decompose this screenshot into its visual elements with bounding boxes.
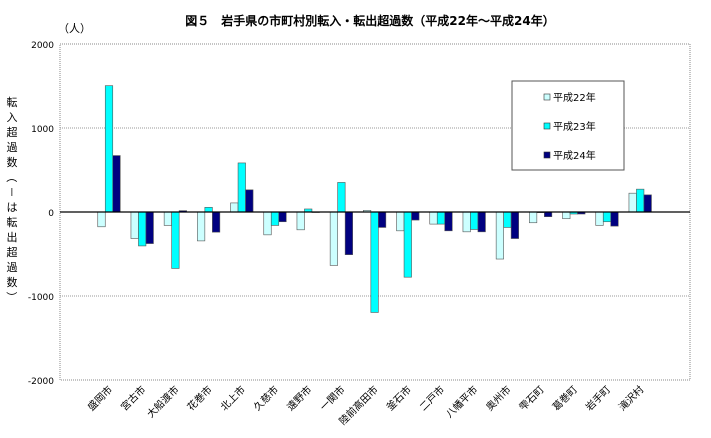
- bar-平成23年: [370, 211, 379, 313]
- x-tick-label: 宮古市: [118, 383, 148, 413]
- bar-平成22年: [429, 211, 438, 225]
- bar-平成24年: [643, 194, 652, 213]
- bar-平成23年: [470, 211, 479, 230]
- bar-平成22年: [562, 211, 571, 220]
- legend-label: 平成23年: [553, 120, 596, 133]
- bar-平成22年: [230, 202, 239, 213]
- y-axis-label-char: 出: [7, 230, 18, 244]
- bar-平成24年: [245, 189, 254, 213]
- x-tick-label: 八幡平市: [443, 383, 480, 420]
- legend-box: [511, 80, 625, 171]
- bar-平成23年: [636, 188, 645, 213]
- x-tick-label: 二戸市: [417, 383, 447, 413]
- bar-平成23年: [503, 211, 512, 228]
- bar-平成22年: [495, 211, 504, 260]
- chart-title: 図５ 岩手県の市町村別転入・転出超過数（平成22年～平成24年）: [185, 13, 554, 28]
- x-tick-label: 大船渡市: [144, 383, 181, 420]
- bar-平成23年: [602, 211, 612, 223]
- x-tick-label: 久慈市: [251, 383, 281, 413]
- y-axis-label-char: 転: [7, 216, 18, 229]
- y-tick-label: 1000: [31, 125, 54, 135]
- bar-平成24年: [610, 211, 619, 227]
- bar-平成22年: [628, 192, 637, 213]
- bar-平成22年: [462, 211, 471, 233]
- y-axis-label-char: は: [7, 201, 18, 214]
- bar-平成22年: [197, 211, 206, 242]
- y-axis-label-char: 数: [7, 156, 18, 169]
- bar-平成23年: [337, 182, 346, 213]
- y-axis-label-char: 超: [7, 245, 18, 259]
- bar-平成23年: [403, 211, 412, 278]
- y-axis-label-char: 超: [7, 125, 18, 139]
- x-tick-label: 遠野市: [284, 383, 314, 413]
- x-tick-label: 岩手町: [583, 383, 613, 413]
- bar-平成24年: [212, 211, 221, 233]
- x-tick-label: 雫石町: [517, 384, 547, 414]
- bar-平成22年: [296, 211, 305, 231]
- bar-平成24年: [411, 211, 420, 221]
- y-axis-label-char: 入: [7, 111, 18, 124]
- x-tick-label: 花巻市: [184, 383, 214, 413]
- bar-平成24年: [145, 211, 154, 244]
- bar-平成22年: [97, 211, 106, 228]
- x-tick-label: 盛岡市: [85, 383, 115, 413]
- bar-平成24年: [510, 211, 519, 239]
- x-tick-label: 滝沢村: [616, 383, 646, 413]
- bar-平成22年: [529, 211, 538, 224]
- y-axis-label-char: （: [5, 172, 18, 183]
- bar-平成23年: [270, 211, 280, 226]
- bar-平成23年: [104, 85, 114, 213]
- bar-平成23年: [436, 211, 446, 225]
- legend-label: 平成24年: [553, 149, 596, 162]
- x-tick-label: 葛巻町: [550, 383, 580, 413]
- y-axis-label-char: ）: [5, 292, 18, 303]
- bar-平成23年: [204, 206, 213, 213]
- y-axis-label-char: 過: [7, 261, 18, 274]
- bar-平成24年: [544, 211, 553, 218]
- y-axis-label-char: 転: [7, 96, 18, 109]
- bar-平成23年: [138, 211, 147, 247]
- y-axis-label-char: 過: [7, 141, 18, 154]
- y-tick-label: 2000: [31, 41, 54, 51]
- x-tick-label: 一関市: [317, 383, 347, 413]
- x-tick-label: 奥州市: [483, 383, 513, 413]
- bar-平成23年: [237, 162, 246, 213]
- bar-平成24年: [378, 211, 387, 228]
- bar-平成22年: [130, 211, 139, 239]
- x-tick-label: 北上市: [218, 383, 248, 413]
- y-axis-label-char: －: [5, 187, 18, 198]
- bar-平成22年: [263, 211, 272, 236]
- unit-label: （人）: [58, 22, 91, 35]
- bar-平成24年: [444, 211, 453, 232]
- bar-平成24年: [477, 211, 486, 233]
- legend-swatch: [543, 93, 551, 101]
- bar-平成24年: [278, 211, 287, 223]
- legend-swatch: [543, 151, 551, 159]
- bar-平成24年: [344, 211, 353, 255]
- legend-label: 平成22年: [553, 91, 596, 104]
- y-tick-label: 0: [48, 209, 54, 219]
- y-tick-label: -2000: [28, 377, 54, 387]
- bar-平成22年: [595, 211, 604, 226]
- y-tick-label: -1000: [28, 293, 54, 303]
- bar-平成23年: [171, 211, 180, 269]
- bar-平成22年: [163, 211, 172, 226]
- bar-平成22年: [329, 211, 338, 266]
- bar-平成22年: [396, 211, 405, 232]
- bar-平成24年: [112, 155, 121, 213]
- x-tick-label: 釜石市: [384, 383, 414, 413]
- y-axis-label-char: 数: [7, 276, 18, 289]
- legend-swatch: [543, 122, 551, 130]
